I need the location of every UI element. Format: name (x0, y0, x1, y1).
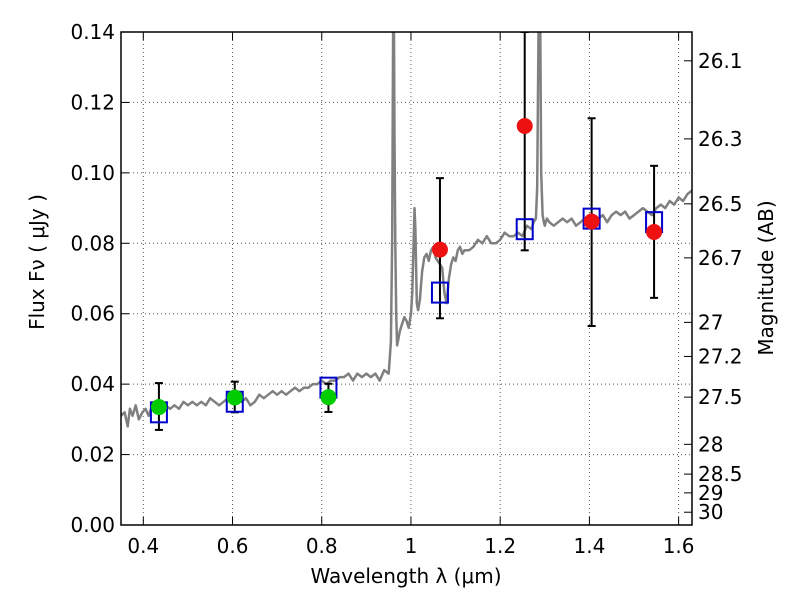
right-tick-label: 30 (698, 500, 723, 524)
y-tick-label: 0.06 (70, 302, 115, 326)
y-tick-label: 0.04 (70, 372, 115, 396)
right-axis-title: Magnitude (AB) (754, 200, 778, 355)
right-tick-label: 28 (698, 432, 723, 456)
plot-frame (120, 31, 693, 526)
plot-content (121, 32, 692, 431)
red-data-point (431, 241, 448, 258)
red-data-point (583, 213, 600, 230)
model-box (515, 218, 534, 241)
right-tick-label: 28.5 (698, 462, 743, 486)
y-axis-title: Flux Fν ( μJy ) (25, 194, 49, 330)
y-tick-label: 0.02 (70, 443, 115, 467)
red-data-point (516, 118, 533, 135)
right-tick-label: 27.5 (698, 385, 743, 409)
y-tick-label: 0.08 (70, 231, 115, 255)
axes: 0.4 0.6 0.8 1 1.2 1.4 1.6 0.00 0.02 0.04 0.06 0.08 0… (70, 20, 742, 558)
green-data-point (150, 399, 167, 416)
y-tick-label: 0.10 (70, 161, 115, 185)
right-tick-label: 26.5 (698, 192, 743, 216)
green-data-point (320, 389, 337, 406)
plot-area (121, 32, 692, 431)
x-tick-label: 1.4 (573, 534, 605, 558)
red-data-point (646, 224, 663, 241)
right-tick-label: 26.7 (698, 246, 743, 270)
right-tick-label: 27 (698, 310, 723, 334)
right-tick-label: 27.2 (698, 344, 743, 368)
y-tick-label: 0.00 (70, 513, 115, 537)
x-axis-title: Wavelength λ (μm) (310, 564, 501, 588)
model-box (430, 281, 449, 304)
spectrum-line (121, 32, 692, 428)
grid (121, 31, 692, 526)
x-tick-label: 0.6 (217, 534, 249, 558)
x-tick-label: 1.2 (484, 534, 516, 558)
x-tick-label: 0.4 (127, 534, 159, 558)
y-tick-label: 0.14 (70, 20, 115, 44)
green-data-point (226, 389, 243, 406)
x-tick-label: 1.6 (663, 534, 695, 558)
right-tick-label: 26.1 (698, 49, 743, 73)
y-tick-label: 0.12 (70, 90, 115, 114)
x-tick-label: 0.8 (306, 534, 338, 558)
right-tick-label: 26.3 (698, 127, 743, 151)
right-tick-label: 29 (698, 481, 723, 505)
x-tick-label: 1 (405, 534, 418, 558)
